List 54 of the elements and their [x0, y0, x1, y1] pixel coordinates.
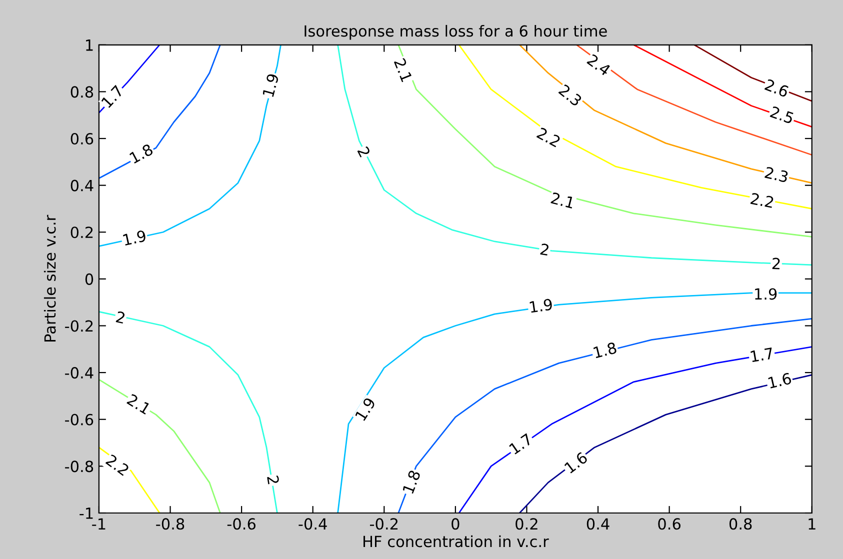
annotation: 1.9	[755, 288, 777, 300]
annotation: 2.5	[770, 106, 794, 124]
x-tick-label: -0.2	[370, 518, 398, 530]
x-tick-label: 0.8	[729, 518, 752, 530]
y-tick-label: -0.8	[65, 460, 94, 472]
y-tick-label: -1	[80, 508, 93, 519]
y-tick-label: 0	[85, 273, 94, 285]
x-tick-label: -0.6	[227, 518, 256, 530]
annotation: 2.4	[586, 54, 612, 76]
annotation: 1.7	[508, 433, 533, 455]
x-tick-label: 0	[452, 518, 460, 530]
x-tick-label: -0.4	[298, 518, 327, 530]
annotation: 1.6	[768, 372, 792, 389]
y-tick-label: -0.4	[65, 367, 94, 379]
x-tick-label: 0.6	[658, 518, 680, 530]
annotation: 1.8	[129, 143, 154, 164]
annotation: 2	[267, 475, 280, 484]
annotation: 2.2	[750, 192, 774, 208]
annotation: 1.6	[564, 451, 588, 474]
annotation: 2.1	[394, 58, 413, 82]
annotation: 2	[116, 310, 126, 324]
y-tick-label: 0.4	[70, 180, 94, 192]
x-tick-label: 1	[808, 518, 816, 530]
annotation: 2.1	[126, 393, 152, 415]
annotation: 2.2	[105, 454, 130, 476]
y-tick-label: 0.6	[70, 132, 94, 145]
y-tick-label: 0.8	[70, 86, 94, 98]
x-axis-title: HF concentration in v.c.r	[364, 535, 549, 548]
annotation: 2	[772, 258, 780, 270]
annotation: 1.9	[122, 230, 146, 246]
y-axis-title: Particle size v.c.r	[44, 214, 56, 342]
y-tick-label: 1	[86, 40, 93, 51]
annotation: 1.8	[593, 342, 617, 358]
y-tick-label: -0.2	[65, 320, 93, 332]
annotation: 2.3	[558, 84, 582, 107]
annotation: 1.8	[402, 470, 421, 494]
y-tick-label: -0.6	[65, 414, 94, 426]
annotation: 1.9	[530, 298, 553, 313]
annotation: 2.6	[764, 78, 790, 98]
x-tick-label: -1	[92, 518, 106, 530]
annotation: 2	[357, 146, 371, 158]
annotation: 1.7	[750, 348, 774, 362]
annotation: 1.9	[354, 396, 376, 422]
annotation: 2.2	[536, 127, 561, 148]
chart-title: Isoresponse mass loss for a 6 hour time	[304, 24, 607, 40]
annotation: 1.7	[101, 84, 124, 108]
annotation: 1.9	[262, 73, 280, 98]
annotation: 2.1	[550, 192, 575, 208]
annotation: 2	[540, 243, 549, 256]
y-tick-label: 0.2	[70, 226, 93, 238]
x-tick-label: 0.2	[516, 518, 538, 530]
x-tick-label: 0.4	[586, 518, 610, 530]
x-tick-label: -0.8	[156, 518, 184, 530]
annotation: 2.3	[764, 166, 788, 183]
